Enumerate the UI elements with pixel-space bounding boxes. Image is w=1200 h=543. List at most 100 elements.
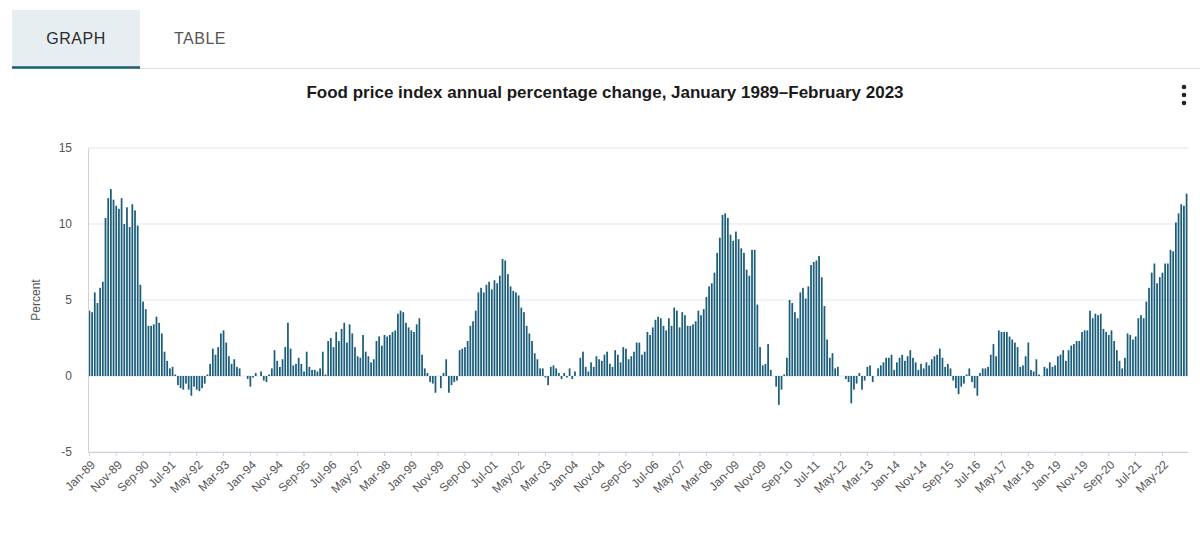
grid: [88, 148, 1188, 452]
bar: [223, 330, 225, 376]
bar: [673, 308, 675, 376]
bar: [1140, 315, 1142, 376]
grid-line: [88, 224, 1188, 225]
bar: [606, 352, 608, 376]
bar: [445, 359, 447, 376]
bar: [1076, 341, 1078, 376]
bar: [1183, 206, 1185, 376]
bar: [563, 373, 565, 376]
bar: [1027, 343, 1029, 376]
bar: [432, 376, 434, 384]
bar: [617, 355, 619, 376]
bar: [1180, 204, 1182, 376]
bar: [386, 336, 388, 376]
bar: [392, 332, 394, 376]
tab-label[interactable]: TABLE: [174, 30, 226, 47]
bar: [537, 359, 539, 376]
menu-dot[interactable]: [1182, 93, 1187, 98]
bar: [126, 207, 128, 376]
bar: [550, 367, 552, 376]
x-tick-mark: [1108, 452, 1109, 456]
bar: [1001, 332, 1003, 376]
bar: [636, 343, 638, 376]
bar: [158, 323, 160, 376]
x-tick-mark: [143, 452, 144, 456]
bar: [1062, 350, 1064, 376]
bar: [571, 376, 573, 379]
bar: [1009, 336, 1011, 376]
x-tick-mark: [1001, 452, 1002, 456]
bar: [271, 368, 273, 376]
bar: [472, 321, 474, 376]
bar: [534, 353, 536, 376]
bar: [507, 274, 509, 376]
x-tick-mark: [330, 452, 331, 456]
bar: [325, 374, 327, 376]
bar: [523, 312, 525, 376]
bar: [1011, 340, 1013, 376]
bar: [421, 355, 423, 376]
bar: [826, 340, 828, 376]
bar: [196, 376, 198, 390]
tab-active-background[interactable]: [12, 10, 140, 68]
bar: [362, 335, 364, 376]
bar: [1116, 350, 1118, 376]
bar: [231, 364, 233, 376]
bar: [746, 270, 748, 376]
bar: [1054, 365, 1056, 376]
bar: [123, 224, 125, 376]
bar: [91, 312, 93, 376]
menu-dot[interactable]: [1182, 85, 1187, 90]
bar: [150, 326, 152, 376]
bar: [1135, 336, 1137, 376]
x-tick-mark: [733, 452, 734, 456]
tab-label[interactable]: GRAPH: [46, 30, 105, 47]
x-tick-mark: [464, 452, 465, 456]
x-tick-mark: [760, 452, 761, 456]
bar: [413, 332, 415, 376]
bar: [182, 376, 184, 390]
bar: [1132, 340, 1134, 376]
bar: [140, 285, 142, 376]
x-tick-mark: [599, 452, 600, 456]
bar: [520, 308, 522, 376]
x-tick-mark: [304, 452, 305, 456]
menu-dot[interactable]: [1182, 101, 1187, 106]
menu-icon[interactable]: [1182, 85, 1187, 106]
bar: [858, 373, 860, 376]
x-tick-label: Sep-95: [276, 457, 313, 494]
bar: [263, 376, 265, 381]
bar: [365, 352, 367, 376]
bar: [311, 370, 313, 376]
bar: [1022, 365, 1024, 376]
x-tick-label: Mar-18: [1000, 457, 1037, 494]
bar: [518, 295, 520, 376]
x-tick-mark: [438, 452, 439, 456]
bar: [1170, 250, 1172, 376]
bar: [810, 265, 812, 376]
bar: [303, 371, 305, 376]
bar: [842, 376, 844, 377]
bar: [679, 327, 681, 376]
bar: [349, 324, 351, 376]
bar: [644, 352, 646, 376]
bar: [971, 376, 973, 382]
x-tick-mark: [545, 452, 546, 456]
bar: [429, 376, 431, 382]
bar: [676, 311, 678, 376]
bar: [102, 282, 104, 376]
bar: [786, 358, 788, 376]
bar: [1145, 302, 1147, 376]
bar: [1162, 273, 1164, 376]
bar: [579, 358, 581, 376]
x-tick-mark: [169, 452, 170, 456]
bar: [437, 376, 439, 377]
bar: [547, 376, 549, 385]
bar: [408, 327, 410, 376]
bar: [255, 373, 257, 376]
bar: [467, 341, 469, 376]
bar: [1148, 288, 1150, 376]
bar: [896, 362, 898, 376]
bar: [145, 309, 147, 376]
bar: [1014, 343, 1016, 376]
